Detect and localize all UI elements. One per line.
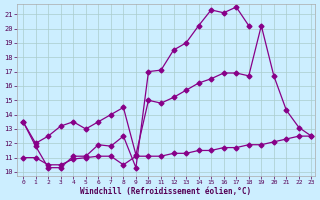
X-axis label: Windchill (Refroidissement éolien,°C): Windchill (Refroidissement éolien,°C) <box>80 187 252 196</box>
